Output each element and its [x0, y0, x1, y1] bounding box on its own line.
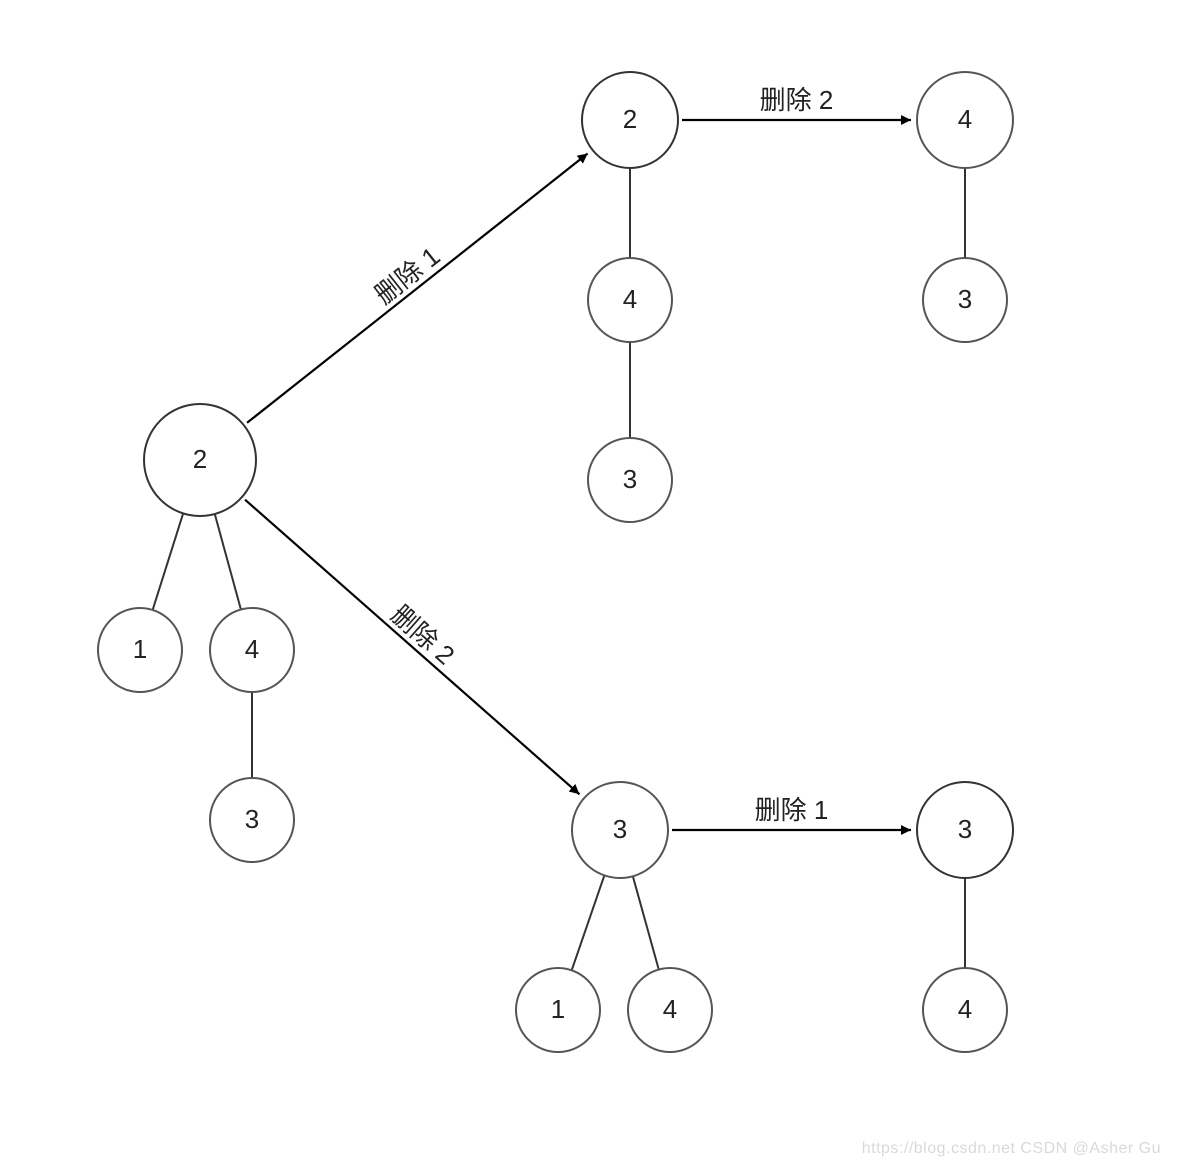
transition-label: 删除 1 [755, 795, 829, 825]
tree-node-label: 4 [958, 994, 972, 1024]
tree-node: 3 [210, 778, 294, 862]
tree-node: 3 [923, 258, 1007, 342]
tree-node: 4 [917, 72, 1013, 168]
tree-node: 2 [582, 72, 678, 168]
transition-label: 删除 2 [385, 599, 460, 670]
tree-node-label: 3 [958, 814, 972, 844]
tree-edge [633, 876, 659, 969]
tree-node: 4 [923, 968, 1007, 1052]
tree-node: 4 [210, 608, 294, 692]
tree-node: 4 [588, 258, 672, 342]
tree-edge [572, 875, 605, 970]
tree-edge [215, 514, 241, 609]
tree-node: 2 [144, 404, 256, 516]
tree-node-label: 2 [623, 104, 637, 134]
tree-node-label: 2 [193, 444, 207, 474]
tree-node-label: 3 [245, 804, 259, 834]
tree-node-label: 4 [958, 104, 972, 134]
tree-node-label: 4 [663, 994, 677, 1024]
tree-node-label: 3 [613, 814, 627, 844]
tree-node: 4 [628, 968, 712, 1052]
tree-node-label: 4 [623, 284, 637, 314]
tree-node-label: 3 [623, 464, 637, 494]
tree-node: 1 [516, 968, 600, 1052]
transition-arrow [245, 500, 579, 795]
tree-node-label: 3 [958, 284, 972, 314]
nodes-layer: 2 1 4 3 2 4 3 4 3 3 1 4 3 4 [98, 72, 1013, 1052]
tree-node-label: 1 [133, 634, 147, 664]
tree-node-label: 4 [245, 634, 259, 664]
tree-node: 3 [588, 438, 672, 522]
tree-edge [153, 513, 183, 610]
arrows-layer: 删除 1删除 2删除 2删除 1 [245, 85, 911, 830]
tree-node: 3 [917, 782, 1013, 878]
tree-node: 3 [572, 782, 668, 878]
transition-arrow [247, 153, 588, 422]
transition-label: 删除 2 [760, 85, 834, 115]
tree-node-label: 1 [551, 994, 565, 1024]
tree-node: 1 [98, 608, 182, 692]
